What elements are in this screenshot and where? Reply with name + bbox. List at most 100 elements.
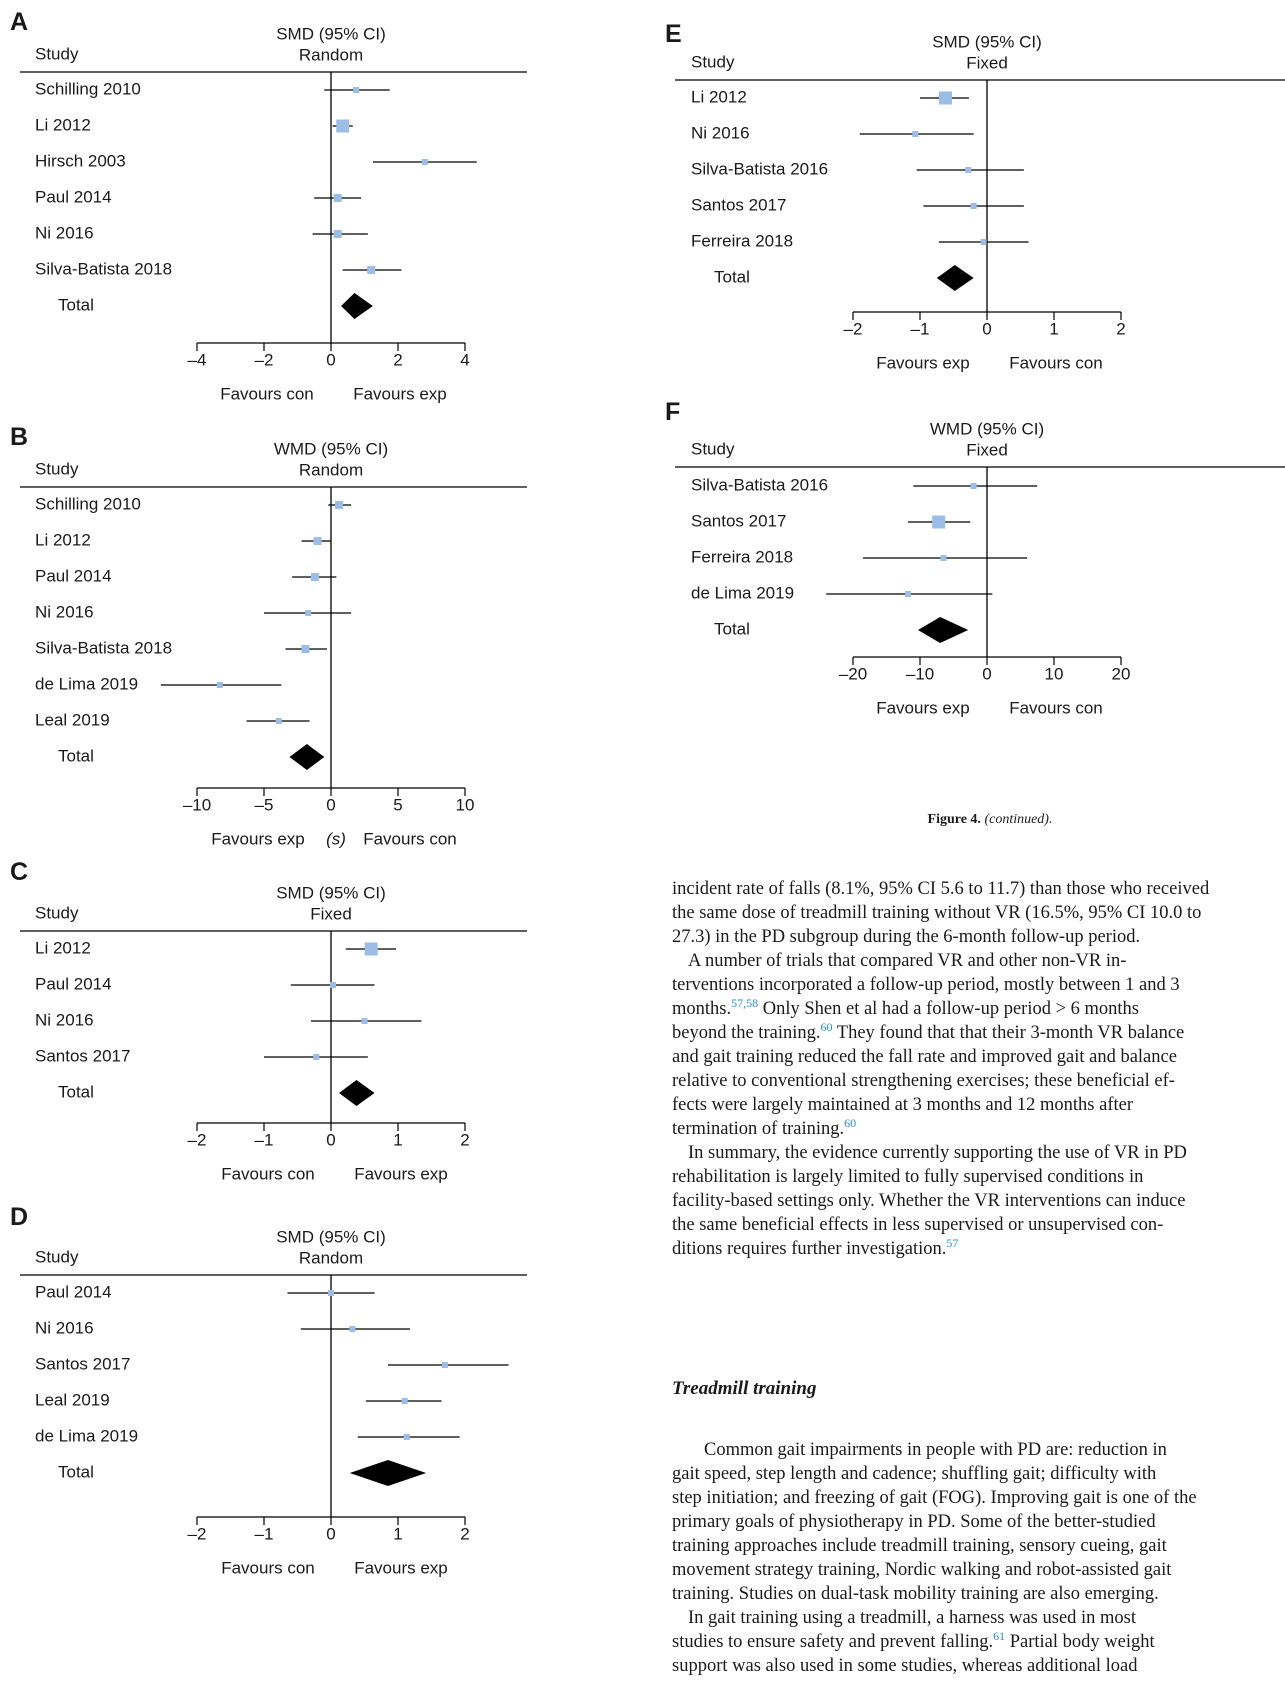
text-line: incident rate of falls (8.1%, 95% CI 5.6…: [672, 879, 1210, 899]
study-label: de Lima 2019: [691, 583, 794, 602]
x-axis-tick-label: –2: [188, 1130, 207, 1149]
effect-measure-label: SMD (95% CI): [276, 883, 386, 902]
study-point-estimate: [970, 203, 977, 209]
total-label: Total: [58, 1462, 94, 1481]
study-column-header: Study: [691, 52, 735, 71]
study-label: Ni 2016: [691, 123, 750, 142]
x-axis-tick-label: 2: [393, 350, 402, 369]
text-line: fects were largely maintained at 3 month…: [672, 1095, 1133, 1115]
figure-caption: Figure 4. (continued).: [700, 812, 1280, 828]
panel-label-a: A: [10, 8, 29, 36]
text-line: 27.3) in the PD subgroup during the 6-mo…: [672, 927, 1141, 947]
text-line: support was also used in some studies, w…: [672, 1656, 1138, 1676]
x-axis-tick-label: –10: [906, 664, 934, 683]
citation-link[interactable]: 57,58: [731, 995, 759, 1010]
text-line: the same dose of treadmill training with…: [672, 903, 1202, 923]
pooled-estimate-diamond: [341, 293, 373, 319]
text-line: In summary, the evidence currently suppo…: [688, 1143, 1187, 1163]
text-span: ditions requires further investigation.: [672, 1239, 947, 1259]
favours-left-label: Favours exp: [211, 829, 305, 848]
text-line: beyond the training.60 They found that t…: [672, 1021, 1285, 1045]
x-axis-tick-label: 0: [326, 350, 335, 369]
x-axis-tick-label: 2: [1116, 319, 1125, 338]
favours-right-label: Favours exp: [353, 384, 447, 403]
study-point-estimate: [361, 1018, 368, 1024]
total-label: Total: [58, 746, 94, 765]
model-label: Random: [299, 460, 363, 479]
study-column-header: Study: [691, 439, 735, 458]
text-line: studies to ensure safety and prevent fal…: [672, 1630, 1285, 1654]
study-point-estimate: [301, 645, 310, 653]
study-point-estimate: [305, 610, 312, 616]
total-label: Total: [58, 1082, 94, 1101]
x-axis-tick-label: –1: [911, 319, 930, 338]
study-label: Schilling 2010: [35, 494, 141, 513]
panel-label-f: F: [665, 398, 681, 426]
forest-plot-e: SMD (95% CI) Fixed Study Li 2012 Ni 2016 Silv…: [675, 32, 1285, 372]
study-point-estimate: [349, 1326, 356, 1332]
effect-measure-label: WMD (95% CI): [274, 439, 388, 458]
study-point-estimate: [904, 591, 911, 597]
forest-plot-a: SMD (95% CI) Random Study Schilling 2010 Li …: [20, 24, 527, 403]
citation-link[interactable]: 60: [820, 1019, 833, 1034]
study-label: de Lima 2019: [35, 674, 138, 693]
study-column-header: Study: [35, 903, 79, 922]
x-axis-tick-label: 0: [326, 1130, 335, 1149]
x-axis-tick-label: –20: [839, 664, 867, 683]
study-label: Paul 2014: [35, 1282, 112, 1301]
study-label: Silva-Batista 2018: [35, 259, 172, 278]
model-label: Fixed: [310, 904, 352, 923]
forest-plot-d: SMD (95% CI) Random Study Paul 2014 Ni 2016 S…: [20, 1227, 527, 1577]
citation-link[interactable]: 61: [993, 1628, 1006, 1643]
study-point-estimate: [364, 942, 378, 956]
study-point-estimate: [965, 167, 972, 173]
study-point-estimate: [310, 573, 319, 581]
study-label: Ni 2016: [35, 1318, 94, 1337]
text-span: Only Shen et al had a follow-up period >…: [758, 999, 1139, 1019]
study-point-estimate: [335, 501, 344, 509]
panel-label-d: D: [10, 1203, 29, 1231]
study-label: Santos 2017: [35, 1354, 130, 1373]
text-line: Common gait impairments in people with P…: [704, 1440, 1167, 1460]
study-label: Silva-Batista 2016: [691, 159, 828, 178]
study-label: Ferreira 2018: [691, 231, 793, 250]
x-axis-tick-label: –4: [188, 350, 207, 369]
study-point-estimate: [970, 483, 977, 489]
text-span: Partial body weight: [1005, 1632, 1155, 1652]
favours-right-label: Favours con: [363, 829, 457, 848]
study-point-estimate: [336, 119, 350, 133]
study-point-estimate: [980, 239, 987, 245]
body-text-bottom: Common gait impairments in people with P…: [672, 1438, 1285, 1678]
text-line: primary goals of physiotherapy in PD. So…: [672, 1512, 1156, 1532]
x-axis-tick-label: –1: [255, 1130, 274, 1149]
text-line: ditions requires further investigation.5…: [672, 1237, 1285, 1261]
text-line: In gait training using a treadmill, a ha…: [688, 1608, 1137, 1628]
study-point-estimate: [333, 230, 342, 238]
study-point-estimate: [401, 1398, 408, 1404]
x-axis-tick-label: 1: [393, 1524, 402, 1543]
study-point-estimate: [275, 718, 282, 724]
study-column-header: Study: [35, 459, 79, 478]
study-label: Ni 2016: [35, 223, 94, 242]
study-label: de Lima 2019: [35, 1426, 138, 1445]
text-line: facility-based settings only. Whether th…: [672, 1191, 1186, 1211]
text-line: termination of training.60: [672, 1117, 1285, 1141]
citation-link[interactable]: 60: [844, 1115, 857, 1130]
favours-left-label: Favours con: [221, 1558, 315, 1577]
study-label: Leal 2019: [35, 710, 110, 729]
favours-right-label: Favours exp: [354, 1164, 448, 1183]
study-point-estimate: [216, 682, 223, 688]
model-label: Random: [299, 1248, 363, 1267]
section-heading: Treadmill training: [672, 1378, 817, 1399]
study-label: Santos 2017: [691, 195, 786, 214]
pooled-estimate-diamond: [917, 617, 969, 643]
model-label: Fixed: [966, 53, 1008, 72]
study-point-estimate: [932, 515, 946, 529]
pooled-estimate-diamond: [936, 265, 974, 291]
citation-link[interactable]: 57: [946, 1235, 959, 1250]
total-label: Total: [58, 295, 94, 314]
study-point-estimate: [328, 1290, 334, 1296]
study-point-estimate: [912, 131, 919, 137]
text-line: and gait training reduced the fall rate …: [672, 1047, 1177, 1067]
x-axis-tick-label: 20: [1112, 664, 1131, 683]
